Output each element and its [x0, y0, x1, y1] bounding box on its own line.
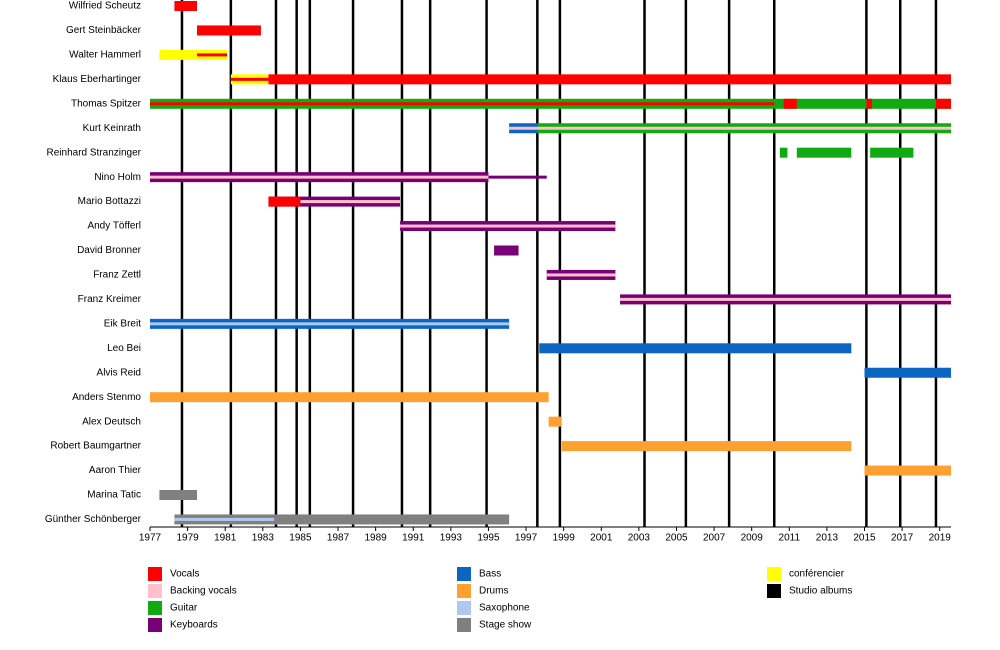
- x-tick-label: 2009: [741, 533, 764, 544]
- member-name: Alvis Reid: [97, 367, 141, 378]
- role-bar: [935, 98, 951, 109]
- legend-label: Keyboards: [170, 620, 218, 631]
- member-name: Franz Kreimer: [78, 294, 142, 305]
- x-tick-label: 1985: [289, 533, 312, 544]
- legend-label: Saxophone: [479, 603, 530, 614]
- member-name: Klaus Eberhartinger: [53, 74, 142, 85]
- member-name: Eik Breit: [104, 318, 141, 329]
- role-bar: [268, 196, 301, 207]
- x-tick-label: 1979: [176, 533, 199, 544]
- x-tick-label: 2013: [816, 533, 839, 544]
- role-bar: [866, 98, 873, 109]
- x-tick-label: 1993: [440, 533, 463, 544]
- member-name: Mario Bottazzi: [78, 196, 141, 207]
- member-name: Günther Schönberger: [45, 514, 142, 525]
- x-tick-label: 1999: [553, 533, 576, 544]
- member-name: Marina Tatic: [87, 490, 141, 501]
- role-bar: [494, 245, 519, 256]
- member-name: Thomas Spitzer: [71, 98, 142, 109]
- role-inner-bar: [150, 322, 510, 326]
- role-inner-bar: [546, 273, 616, 277]
- role-bar: [174, 1, 198, 11]
- member-name: Gert Steinbäcker: [66, 25, 142, 36]
- x-tick-label: 2019: [929, 533, 952, 544]
- member-name: Wilfried Scheutz: [69, 1, 141, 12]
- role-bar: [864, 465, 951, 476]
- role-bar: [268, 74, 951, 85]
- x-tick-label: 2011: [779, 533, 801, 544]
- role-bar: [159, 49, 228, 60]
- role-inner-bar: [150, 175, 489, 179]
- role-inner-bar: [150, 102, 775, 106]
- legend-label: Drums: [479, 586, 508, 597]
- legend-swatch: [148, 567, 162, 581]
- member-name: Franz Zettl: [93, 270, 141, 281]
- legend-label: Stage show: [479, 620, 532, 631]
- legend-swatch: [767, 584, 781, 598]
- legend-swatch: [148, 618, 162, 632]
- legend-label: Vocals: [170, 569, 199, 580]
- x-tick-label: 1983: [252, 533, 275, 544]
- role-bar: [174, 514, 510, 525]
- role-inner-bar: [268, 200, 401, 204]
- member-name: Leo Bei: [107, 343, 141, 354]
- role-bar: [197, 25, 261, 36]
- x-tick-label: 2001: [590, 533, 613, 544]
- role-inner-bar: [488, 175, 547, 179]
- legend-swatch: [457, 584, 471, 598]
- legend-swatch: [767, 567, 781, 581]
- role-bar: [150, 392, 549, 403]
- legend-label: Guitar: [170, 603, 198, 614]
- role-inner-bar: [620, 297, 951, 301]
- member-name: David Bronner: [77, 245, 142, 256]
- role-inner-bar: [509, 126, 951, 130]
- x-tick-label: 1991: [402, 533, 425, 544]
- legend-swatch: [148, 584, 162, 598]
- x-tick-label: 2003: [628, 533, 651, 544]
- x-tick-label: 2017: [891, 533, 914, 544]
- member-name: Anders Stenmo: [72, 392, 141, 403]
- member-name: Aaron Thier: [89, 465, 142, 476]
- legend-label: Backing vocals: [170, 586, 237, 597]
- role-inner-bar: [400, 224, 616, 228]
- role-inner-bar: [230, 77, 269, 81]
- legend-label: Bass: [479, 569, 501, 580]
- member-name: Walter Hammerl: [69, 50, 141, 61]
- x-tick-label: 1987: [327, 533, 350, 544]
- role-bar: [870, 147, 914, 158]
- x-tick-label: 1977: [139, 533, 162, 544]
- role-bar: [783, 98, 797, 109]
- legend-label: Studio albums: [789, 586, 852, 597]
- x-tick-label: 2005: [665, 533, 688, 544]
- role-bar: [779, 147, 788, 158]
- x-tick-label: 2007: [703, 533, 726, 544]
- role-bar: [561, 441, 852, 452]
- legend-swatch: [457, 618, 471, 632]
- x-tick-label: 2015: [853, 533, 876, 544]
- role-bar: [159, 490, 198, 500]
- legend-swatch: [148, 601, 162, 615]
- member-name: Kurt Keinrath: [83, 123, 141, 134]
- member-name: Nino Holm: [94, 172, 141, 183]
- x-tick-label: 1995: [477, 533, 500, 544]
- member-name: Alex Deutsch: [82, 416, 141, 427]
- role-inner-bar: [197, 53, 228, 57]
- role-bar: [864, 367, 951, 378]
- member-name: Andy Töfferl: [87, 221, 141, 232]
- legend-swatch: [457, 567, 471, 581]
- role-bar: [796, 147, 852, 158]
- x-tick-label: 1981: [214, 533, 237, 544]
- legend-label: conférencier: [789, 569, 845, 580]
- x-tick-label: 1997: [515, 533, 538, 544]
- member-name: Robert Baumgartner: [50, 441, 141, 452]
- member-name: Reinhard Stranzinger: [47, 147, 142, 158]
- role-bar: [539, 343, 852, 354]
- role-bar: [548, 416, 562, 427]
- x-tick-label: 1989: [365, 533, 388, 544]
- legend-swatch: [457, 601, 471, 615]
- role-inner-bar: [174, 517, 275, 521]
